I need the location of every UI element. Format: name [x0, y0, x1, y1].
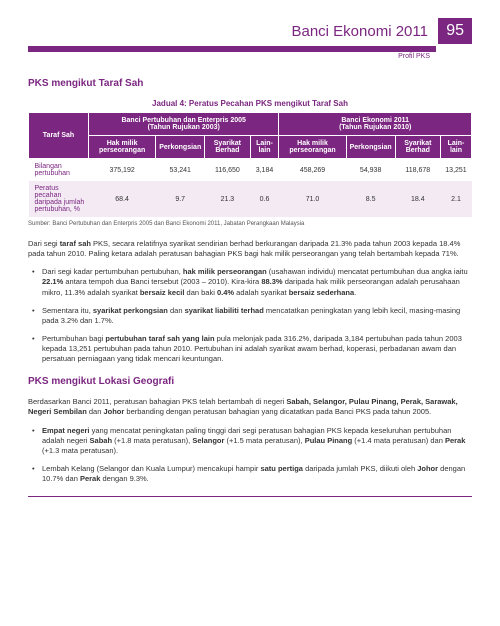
table-row: Bilangan pertubuhan 375,192 53,241 116,6…	[29, 159, 472, 182]
table-source-note: Sumber: Banci Pertubuhan dan Enterpris 2…	[28, 221, 472, 227]
header-rule	[28, 46, 436, 52]
footer-rule	[28, 496, 472, 497]
subcol: Perkongsian	[346, 136, 395, 159]
cell: 116,650	[205, 159, 250, 182]
list-item: Sementara itu, syarikat perkongsian dan …	[28, 306, 472, 326]
cell: 13,251	[440, 159, 471, 182]
cell: 458,269	[279, 159, 346, 182]
table-row: Peratus pecahan daripada jumlah pertubuh…	[29, 181, 472, 217]
header-subtitle: Profil PKS	[28, 53, 472, 60]
cell: 3,184	[250, 159, 279, 182]
subcol: Hak milik perseorangan	[89, 136, 156, 159]
cell: 21.3	[205, 181, 250, 217]
cell: 118,678	[395, 159, 440, 182]
cell: 8.5	[346, 181, 395, 217]
page-header: Banci Ekonomi 2011 95	[28, 18, 472, 44]
col-taraf-sah: Taraf Sah	[29, 113, 89, 159]
table-caption: Jadual 4: Peratus Pecahan PKS mengikut T…	[28, 99, 472, 108]
subcol: Lain-lain	[440, 136, 471, 159]
list-item: Empat negeri yang mencatat peningkatan p…	[28, 426, 472, 456]
list-item: Dari segi kadar pertumbuhan pertubuhan, …	[28, 267, 472, 297]
row-label: Bilangan pertubuhan	[29, 159, 89, 182]
bullets-lokasi: Empat negeri yang mencatat peningkatan p…	[28, 426, 472, 485]
cell: 71.0	[279, 181, 346, 217]
cell: 9.7	[156, 181, 205, 217]
para-lokasi-intro: Berdasarkan Banci 2011, peratusan bahagi…	[28, 397, 472, 417]
cell: 68.4	[89, 181, 156, 217]
para-taraf-sah-intro: Dari segi taraf sah PKS, secara relatifn…	[28, 239, 472, 259]
section-heading-lokasi: PKS mengikut Lokasi Geografi	[28, 376, 472, 387]
cell: 2.1	[440, 181, 471, 217]
subcol: Syarikat Berhad	[395, 136, 440, 159]
page-number: 95	[438, 18, 472, 44]
subcol: Syarikat Berhad	[205, 136, 250, 159]
cell: 18.4	[395, 181, 440, 217]
pks-taraf-sah-table: Taraf Sah Banci Pertubuhan dan Enterpris…	[28, 112, 472, 217]
cell: 0.6	[250, 181, 279, 217]
col-group-2011: Banci Ekonomi 2011 (Tahun Rujukan 2010)	[279, 113, 472, 136]
list-item: Pertumbuhan bagi pertubuhan taraf sah ya…	[28, 334, 472, 364]
cell: 53,241	[156, 159, 205, 182]
cell: 375,192	[89, 159, 156, 182]
subcol: Lain-lain	[250, 136, 279, 159]
section-heading-taraf-sah: PKS mengikut Taraf Sah	[28, 78, 472, 89]
list-item: Lembah Kelang (Selangor dan Kuala Lumpur…	[28, 464, 472, 484]
subcol: Hak milik perseorangan	[279, 136, 346, 159]
subcol: Perkongsian	[156, 136, 205, 159]
row-label: Peratus pecahan daripada jumlah pertubuh…	[29, 181, 89, 217]
bullets-taraf-sah: Dari segi kadar pertumbuhan pertubuhan, …	[28, 267, 472, 364]
cell: 54,938	[346, 159, 395, 182]
col-group-2005: Banci Pertubuhan dan Enterpris 2005 (Tah…	[89, 113, 279, 136]
header-title: Banci Ekonomi 2011	[291, 23, 427, 40]
